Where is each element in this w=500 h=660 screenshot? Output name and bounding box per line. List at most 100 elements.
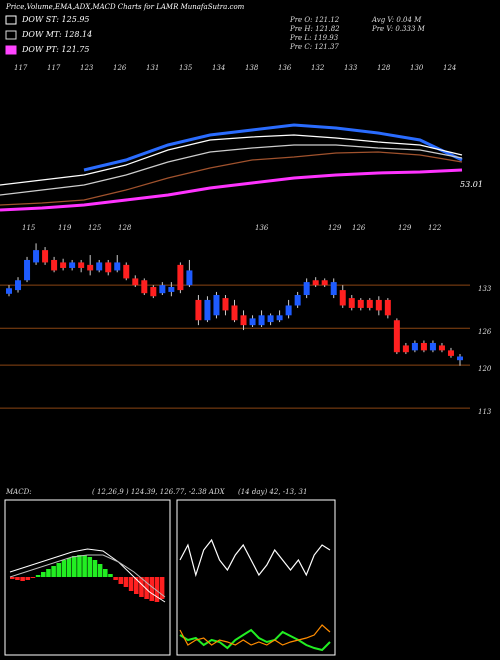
candle-body (231, 305, 238, 321)
macd-bar (108, 574, 113, 577)
ema-annotation: 53.01 (460, 180, 483, 189)
page-title: Price,Volume,EMA,ADX,MACD Charts for LAM… (5, 3, 245, 11)
macd-bar (66, 558, 72, 577)
candle-top-label: 129 (398, 224, 412, 232)
macd-bar (87, 557, 93, 577)
macd-bar (118, 577, 124, 584)
candle-body (6, 288, 12, 294)
candle-body (186, 270, 193, 286)
legend-label: DOW ST: 125.95 (21, 15, 90, 24)
candle-top-label: 119 (58, 224, 72, 232)
volume-label: 124 (443, 64, 456, 72)
candle-top-label: 125 (88, 224, 102, 232)
macd-bar (97, 564, 103, 577)
legend-swatch (5, 30, 17, 40)
candle-body (249, 318, 256, 326)
volume-label: 131 (146, 64, 159, 72)
level-label: 126 (478, 328, 492, 336)
volume-label: 126 (113, 64, 127, 72)
candle-body (168, 287, 175, 292)
candle-body (87, 264, 94, 271)
macd-title: MACD: (5, 488, 32, 496)
candle-body (240, 315, 247, 326)
volume-label: 117 (47, 64, 61, 72)
macd-bar (30, 577, 36, 578)
series-line (83, 123, 463, 172)
candle-body (384, 299, 391, 316)
series-line (0, 151, 463, 206)
series-line (179, 628, 331, 652)
candle-body (15, 280, 22, 291)
candle-body (105, 262, 112, 273)
candle-body (285, 305, 292, 316)
volume-label: 132 (311, 64, 325, 72)
candle-body (96, 262, 103, 271)
macd-bar (139, 577, 144, 597)
macd-bar (159, 577, 165, 599)
candle-body (114, 262, 121, 271)
volume-label: 123 (80, 64, 94, 72)
candle-body (457, 356, 463, 361)
macd-bar (15, 577, 20, 580)
candle-body (276, 315, 283, 321)
volume-label: 117 (14, 64, 28, 72)
candle-top-label: 126 (352, 224, 366, 232)
legend-label: DOW MT: 128.14 (21, 30, 92, 39)
legend-label: DOW PT: 121.75 (21, 45, 89, 54)
macd-bar (20, 577, 25, 581)
candle-top-label: 115 (22, 224, 36, 232)
macd-bar (41, 572, 46, 577)
macd-bar (144, 577, 149, 599)
candle-body (447, 350, 454, 356)
macd-bar (128, 577, 134, 591)
candle-body (357, 299, 364, 308)
candle-body (321, 280, 328, 286)
volume-label: 130 (410, 64, 424, 72)
candle-body (132, 278, 139, 286)
volume-label: 133 (344, 64, 358, 72)
macd-bar (113, 577, 118, 580)
series-line (0, 144, 463, 196)
candle-body (195, 299, 202, 321)
volume-label: 134 (212, 64, 225, 72)
macd-bar (149, 577, 155, 601)
macd-bar (35, 575, 41, 577)
stat: Pre L: 119.93 (289, 34, 339, 42)
volume-label: 128 (377, 64, 391, 72)
candle-body (33, 250, 40, 263)
stat: Avg V: 0.04 M (371, 16, 422, 24)
macd-bar (103, 569, 108, 577)
candle-top-label: 136 (255, 224, 269, 232)
stat: Pre H: 121.82 (289, 25, 340, 33)
candle-body (51, 259, 58, 271)
candle-body (330, 282, 337, 296)
candle-body (348, 298, 355, 308)
candle-body (267, 315, 274, 323)
candle-body (141, 280, 148, 294)
macd-subtitle: ( 12,26,9 ) 124.39, 126.77, -2.38 ADX (92, 488, 226, 496)
candle-body (294, 295, 301, 306)
candle-body (213, 295, 220, 316)
level-label: 113 (478, 408, 492, 416)
stat: Pre V: 0.333 M (371, 25, 426, 33)
candle-body (24, 259, 31, 281)
macd-bar (46, 569, 51, 577)
macd-bar (51, 566, 56, 577)
macd-bar (77, 555, 82, 577)
volume-label: 136 (278, 64, 292, 72)
macd-bar (154, 577, 160, 602)
series-line (179, 538, 331, 578)
candle-top-label: 129 (328, 224, 342, 232)
candle-body (69, 262, 76, 268)
legend-swatch (5, 45, 17, 55)
candle-body (411, 342, 418, 351)
candle-body (366, 299, 373, 308)
candle-body (375, 299, 382, 311)
macd-bar (123, 577, 129, 587)
series-line (9, 554, 166, 598)
candle-body (393, 320, 400, 353)
candle-body (312, 280, 319, 286)
level-label: 120 (478, 365, 492, 373)
macd-bar (92, 560, 98, 577)
